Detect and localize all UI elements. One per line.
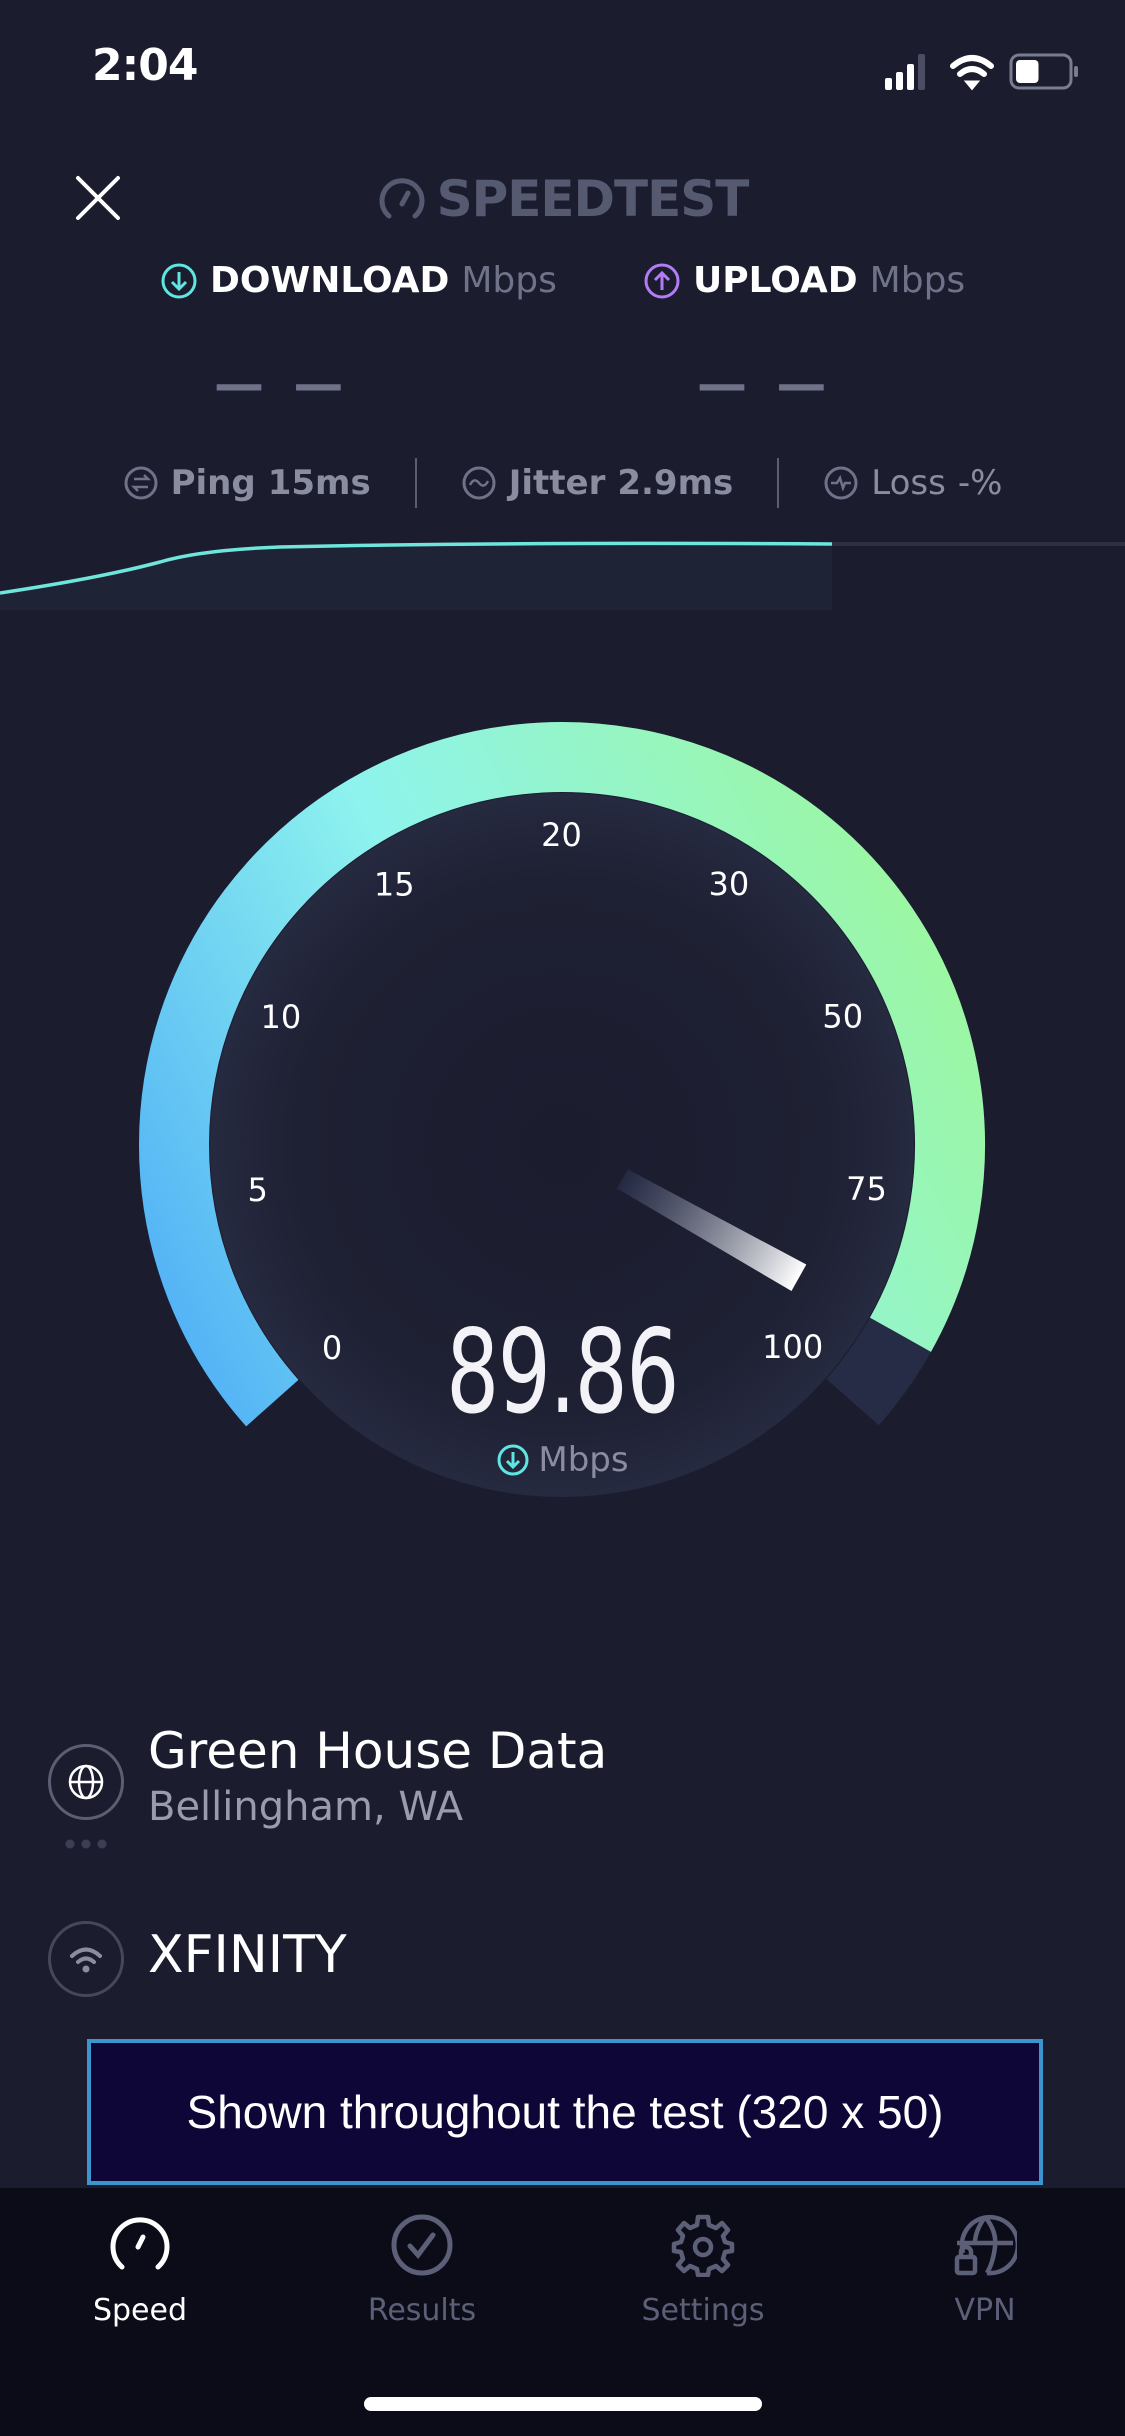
download-unit: Mbps [461,260,557,301]
ad-text: Shown throughout the test (320 x 50) [186,2086,944,2138]
download-header: DOWNLOAD Mbps [160,260,557,301]
download-value: — — [214,355,350,413]
divider [777,458,780,508]
download-icon [497,1444,529,1476]
upload-header: UPLOAD Mbps [643,260,965,301]
gauge-fill [139,722,985,1427]
gauge-tick-label: 15 [374,866,415,904]
upload-label: UPLOAD [693,260,858,301]
gauge-tick-label: 5 [247,1171,267,1209]
gauge-tick-label: 50 [822,997,863,1035]
tab-results[interactable]: Results [322,2213,522,2328]
tab-label: Speed [92,2293,188,2328]
gauge-needle [616,1169,807,1292]
speedtest-logo: SPEEDTEST [0,170,1125,228]
globe-lock-icon [954,2214,1017,2276]
gauge-tick-label: 10 [260,998,301,1036]
jitter-label: Jitter [508,463,606,503]
speed-graph-line [0,541,833,595]
globe-icon [68,1764,104,1800]
speedometer-logo-icon [379,178,425,219]
speed-unit-row: Mbps [0,1440,1125,1480]
gauge-tick-label: 100 [762,1328,823,1366]
loss-label: Loss [871,463,946,503]
gear-icon [671,2214,735,2277]
gauge-tick-label: 30 [708,865,749,903]
tab-vpn[interactable]: VPN [885,2213,1085,2328]
check-circle-icon [391,2214,453,2276]
battery-icon [1009,53,1078,90]
isp-button [48,1921,124,1997]
ad-banner[interactable]: Shown throughout the test (320 x 50) [87,2039,1043,2185]
gauge-tick-label: 20 [541,816,582,854]
isp-name: XFINITY [148,1925,347,1985]
loss-stat: Loss -% [779,463,1046,503]
jitter-stat: Jitter 2.9ms [417,463,778,503]
tab-settings[interactable]: Settings [603,2213,803,2328]
divider [414,458,417,508]
logo-text: SPEEDTEST [436,170,750,228]
gauge-tick-label: 75 [846,1170,887,1208]
ping-value: 15 [267,463,316,503]
wifi-icon [70,1947,102,1973]
tab-label: Settings [641,2293,765,2328]
current-speed-value: 89.86 [446,1305,680,1440]
speedometer-icon [110,2217,170,2270]
wifi-icon [950,55,994,91]
speed-unit: Mbps [538,1440,629,1480]
speed-graph-area [0,543,832,610]
server-location: Bellingham, WA [148,1784,464,1830]
server-name[interactable]: Green House Data [148,1722,608,1780]
jitter-value: 2.9 [617,463,678,503]
jitter-unit: ms [677,463,734,503]
gauge-face [210,793,914,1497]
ping-unit: ms [315,463,371,503]
stats-row: Ping 15ms Jitter 2.9ms Loss -% [0,458,1125,508]
status-time: 2:04 [92,40,198,91]
upload-icon [644,263,680,298]
download-icon [161,263,197,298]
home-indicator[interactable] [364,2397,762,2411]
speed-graph [0,541,1125,610]
gauge-tick-label: 0 [322,1329,342,1367]
current-speed: 89.86 [0,1305,1125,1440]
upload-unit: Mbps [869,260,966,301]
tab-label: Results [367,2293,477,2328]
signal-icon [885,54,925,90]
server-button[interactable] [48,1744,124,1820]
ping-label: Ping [170,463,256,503]
status-icons [885,53,1078,91]
download-label: DOWNLOAD [210,260,450,301]
close-icon[interactable] [74,174,122,222]
upload-value: — — [697,355,833,413]
more-dots-icon [65,1839,107,1849]
loss-unit: % [970,463,1003,503]
tab-speed[interactable]: Speed [40,2213,240,2328]
ping-stat: Ping 15ms [79,463,415,503]
tab-bar: Speed Results Settings VPN [0,2188,1125,2436]
loss-value: - [957,463,971,503]
tab-label: VPN [954,2293,1016,2328]
loss-icon [824,466,858,500]
jitter-icon [462,466,496,500]
ping-icon [124,466,158,500]
speed-gauge: 0 5 10 15 20 30 50 75 100 [139,722,985,1497]
